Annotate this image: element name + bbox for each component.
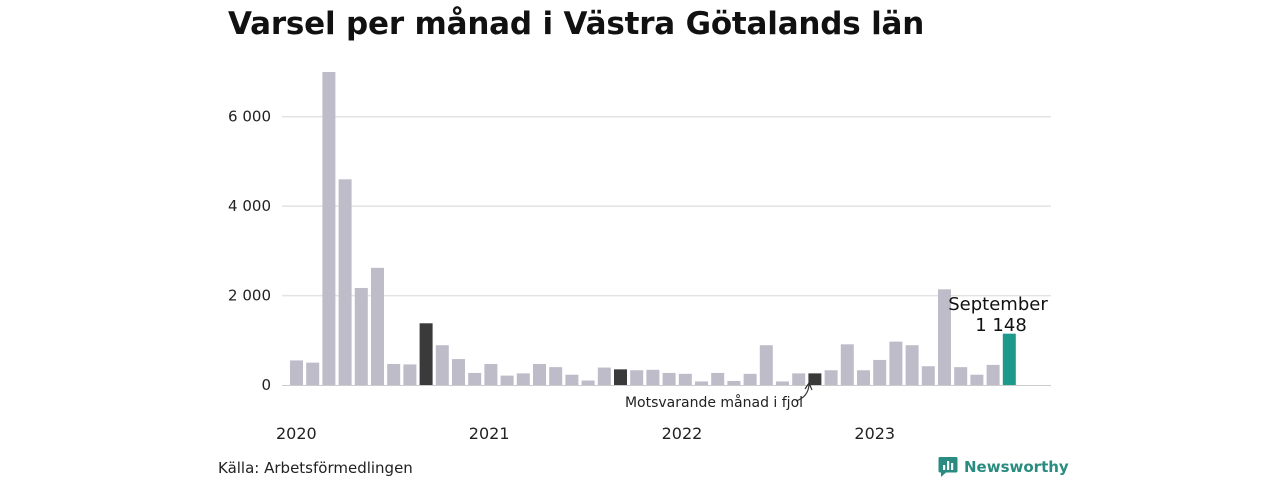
bar [954, 367, 968, 385]
bar [727, 380, 741, 385]
bar-current-month [1002, 333, 1016, 385]
bar [662, 372, 676, 385]
y-tick-label: 0 [261, 376, 271, 394]
newsworthy-logo-icon [938, 457, 958, 477]
bar [468, 372, 482, 385]
bar [921, 366, 935, 385]
current-value-label: 1 148 [975, 315, 1027, 336]
x-year-label: 2020 [276, 424, 317, 443]
bar-previous-year [419, 323, 433, 385]
y-tick-label: 6 000 [228, 108, 271, 126]
brand-name: Newsworthy [964, 458, 1069, 476]
bar [597, 367, 611, 385]
bar [387, 363, 401, 385]
bar [970, 374, 984, 385]
x-year-label: 2021 [469, 424, 510, 443]
bar [776, 381, 789, 385]
bar [403, 364, 417, 385]
bar [435, 345, 449, 385]
bar [484, 363, 498, 385]
bar [695, 381, 708, 385]
bar [986, 364, 1000, 385]
bar [759, 345, 773, 385]
bar [500, 375, 514, 385]
bar [549, 367, 563, 385]
previous-year-arrow [795, 384, 810, 402]
bar [565, 374, 579, 385]
bar [824, 370, 838, 385]
bar [743, 373, 757, 385]
x-axis-year-labels: 2020 2021 2022 2023 [276, 424, 895, 443]
bar [873, 359, 887, 385]
bar [857, 370, 870, 385]
bar [792, 373, 806, 385]
previous-year-arrowhead [804, 381, 813, 391]
bar [452, 359, 465, 385]
bar [290, 360, 303, 385]
bar-previous-year [614, 369, 627, 385]
y-tick-label: 2 000 [228, 287, 271, 305]
current-month-label: September [948, 294, 1048, 315]
bar [371, 267, 384, 385]
annotations: September 1 148 Motsvarande månad i fjol [625, 294, 1048, 411]
bar [678, 373, 692, 385]
bar [889, 341, 903, 385]
y-axis-ticks: 0 2 000 4 000 6 000 [228, 108, 271, 394]
bar [938, 289, 951, 385]
bar [630, 370, 644, 385]
bar-previous-year [808, 373, 822, 385]
bars [290, 72, 1016, 385]
bar [322, 72, 336, 385]
bar [306, 362, 320, 385]
bar [338, 179, 352, 385]
bar [533, 363, 546, 385]
bar [905, 345, 919, 385]
bar [581, 380, 595, 385]
bar [516, 373, 530, 385]
gridlines [282, 115, 1051, 297]
bar [646, 369, 660, 385]
bar [711, 372, 725, 385]
y-tick-label: 4 000 [228, 197, 271, 215]
previous-year-note: Motsvarande månad i fjol [625, 394, 803, 411]
bar-chart: 0 2 000 4 000 6 000 2020 2021 2022 2023 Septem… [228, 72, 1051, 443]
bar [840, 344, 854, 385]
x-year-label: 2022 [662, 424, 703, 443]
chart-title: Varsel per månad i Västra Götalands län [228, 6, 925, 42]
x-year-label: 2023 [854, 424, 895, 443]
bar [354, 287, 368, 385]
source-note: Källa: Arbetsförmedlingen [218, 459, 413, 477]
brand[interactable]: Newsworthy [938, 456, 1069, 478]
